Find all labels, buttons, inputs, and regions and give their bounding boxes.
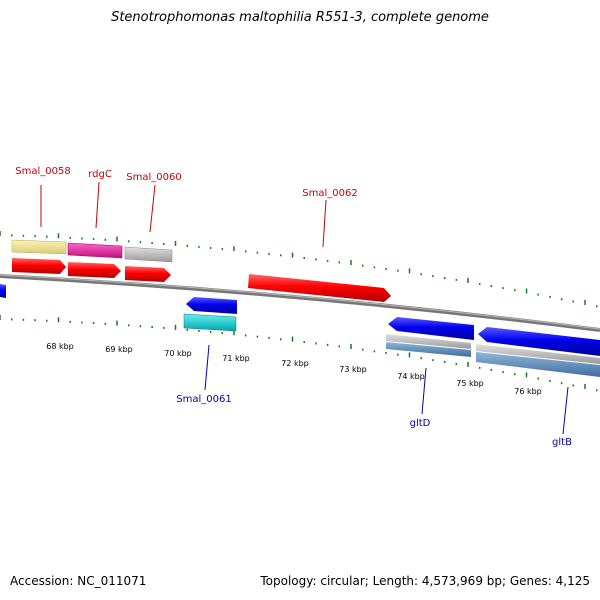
genome-summary-text: Topology: circular; Length: 4,573,969 bp… [260,574,590,588]
gltb-leader [562,386,569,435]
smal-0061-arrow[interactable] [186,297,237,314]
kbp-ruler: 68 kbp 69 kbp 70 kbp 71 kbp 72 kbp 73 kb… [46,342,542,396]
ruler-label: 76 kbp [514,387,542,396]
gltd-leader [421,367,427,415]
rdgc-label[interactable]: rdgC [88,169,112,180]
ruler-label: 69 kbp [105,345,133,354]
gltd-label[interactable]: gltD [410,418,431,429]
ruler-label: 73 kbp [339,365,367,374]
left-edge-reverse-arrow[interactable] [0,284,6,298]
gltd-feature[interactable] [386,334,471,357]
gltb-arrow[interactable] [478,327,600,356]
smal-0060-label[interactable]: Smal_0060 [126,172,181,183]
reverse-tick-row [0,315,598,392]
ruler-label: 71 kbp [222,354,250,363]
accession-text: Accession: NC_011071 [10,574,147,588]
smal-0062-label[interactable]: Smal_0062 [302,188,357,199]
ruler-label: 70 kbp [164,349,192,358]
rdgc-feature[interactable] [67,242,123,259]
smal-0058-feature[interactable] [11,239,67,255]
smal-0060-arrow[interactable] [125,266,171,282]
genome-backbone [0,274,600,332]
gltb-label[interactable]: gltB [552,437,572,448]
ruler-label: 75 kbp [456,379,484,388]
smal-0058-arrow[interactable] [12,258,66,274]
gltb-feature[interactable] [476,344,600,377]
rdgc-leader [95,181,100,229]
gltd-arrow[interactable] [388,317,474,340]
smal-0058-label[interactable]: Smal_0058 [15,166,70,177]
genome-title: Stenotrophomonas maltophilia R551-3, com… [111,10,489,25]
smal-0060-leader [149,184,156,233]
ruler-label: 68 kbp [46,342,74,351]
smal-0061-leader [204,344,210,391]
smal-0061-feature[interactable] [183,313,237,332]
ruler-label: 74 kbp [397,372,425,381]
smal-0062-arrow[interactable] [248,274,391,302]
rdgc-arrow[interactable] [68,262,121,278]
forward-tick-row [0,231,598,308]
smal-0060-feature[interactable] [124,246,173,263]
ruler-label: 72 kbp [281,359,309,368]
smal-0062-leader [322,199,327,248]
smal-0061-label[interactable]: Smal_0061 [176,394,231,405]
